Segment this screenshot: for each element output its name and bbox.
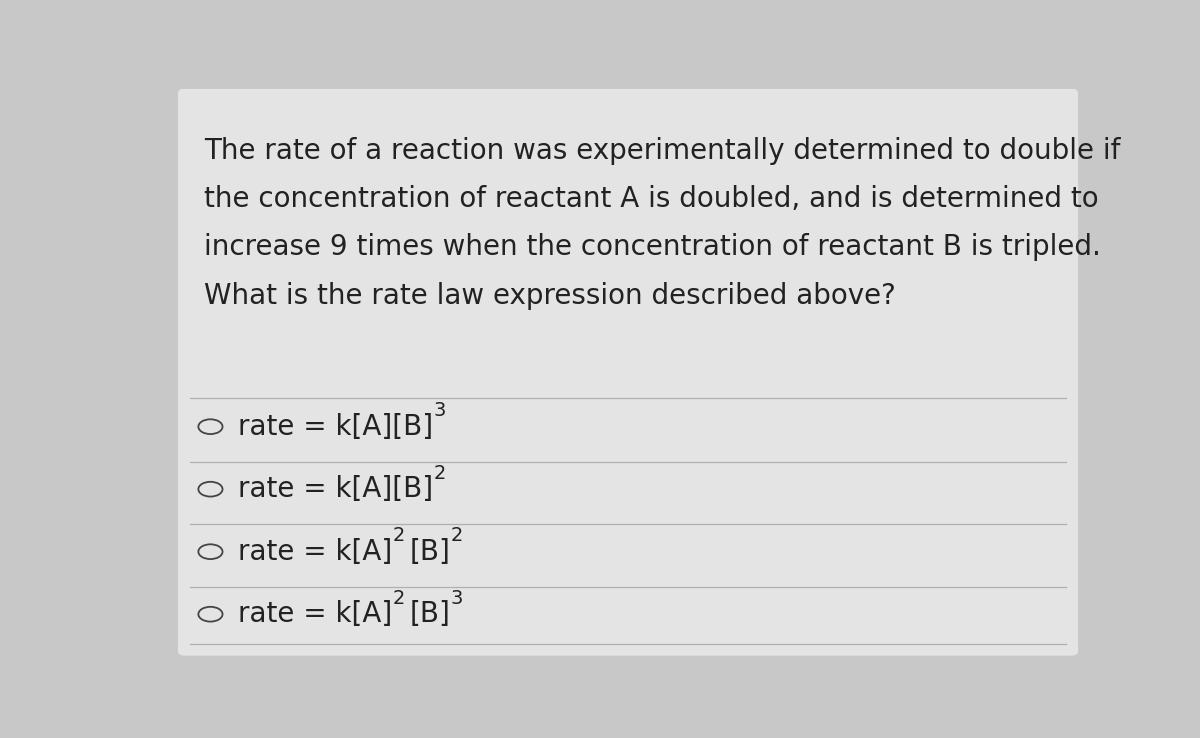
- Text: rate = k[A]: rate = k[A]: [239, 600, 392, 628]
- Text: What is the rate law expression described above?: What is the rate law expression describe…: [204, 282, 896, 310]
- Text: rate = k[A][B]: rate = k[A][B]: [239, 413, 433, 441]
- Text: the concentration of reactant A is doubled, and is determined to: the concentration of reactant A is doubl…: [204, 185, 1098, 213]
- Text: [B]: [B]: [409, 600, 450, 628]
- Text: 2: 2: [450, 526, 462, 545]
- Text: [B]: [B]: [409, 538, 450, 566]
- Text: rate = k[A]: rate = k[A]: [239, 538, 392, 566]
- Text: 2: 2: [392, 589, 404, 608]
- Text: increase 9 times when the concentration of reactant B is tripled.: increase 9 times when the concentration …: [204, 233, 1100, 261]
- Text: 2: 2: [433, 463, 446, 483]
- Text: 2: 2: [392, 526, 404, 545]
- Text: 3: 3: [433, 401, 446, 420]
- Text: The rate of a reaction was experimentally determined to double if: The rate of a reaction was experimentall…: [204, 137, 1121, 165]
- FancyBboxPatch shape: [178, 89, 1078, 655]
- Text: rate = k[A][B]: rate = k[A][B]: [239, 475, 433, 503]
- Text: 3: 3: [450, 589, 462, 608]
